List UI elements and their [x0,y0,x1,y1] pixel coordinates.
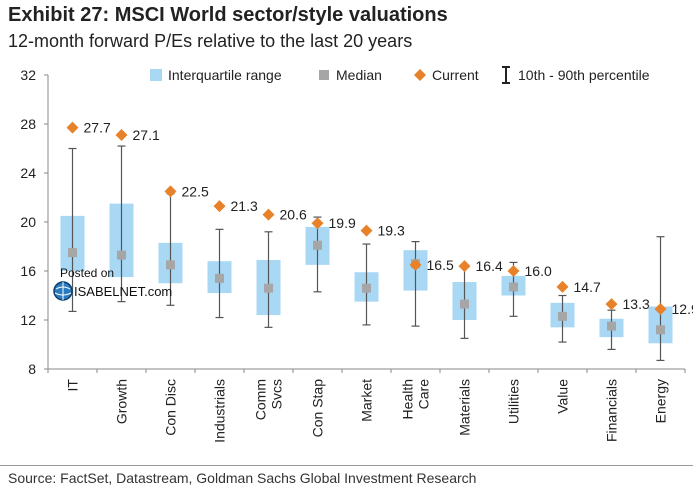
y-tick-label: 20 [20,214,36,230]
median-marker [313,240,322,250]
current-marker [556,280,569,293]
current-value-label: 20.6 [280,207,307,223]
current-marker [458,260,471,273]
current-value-label: 27.7 [84,120,111,136]
x-category-label-line: Svcs [269,379,285,409]
x-category-label-line: Growth [114,379,130,424]
legend-iqr-swatch [150,69,162,81]
x-category-label: Market [359,379,375,422]
current-value-label: 16.0 [525,263,552,279]
y-tick-label: 32 [20,67,36,83]
median-marker [362,283,371,293]
median-marker [509,282,518,292]
current-value-label: 19.3 [378,223,405,239]
x-category-label-line: Con Stap [310,379,326,438]
x-category-label: Energy [653,379,669,423]
median-marker [68,248,77,258]
median-marker [558,311,567,321]
legend-label: 10th - 90th percentile [518,67,650,83]
x-category-label-line: Care [416,379,432,410]
source-note: Source: FactSet, Datastream, Goldman Sac… [8,470,477,486]
x-category-label-line: Health [400,379,416,419]
legend-median-swatch [319,70,329,80]
current-value-label: 19.9 [329,215,356,231]
current-value-label: 14.7 [574,279,601,295]
x-category-label-line: Utilities [506,379,522,424]
current-value-label: 21.3 [231,198,258,214]
watermark-site: ISABELNET.com [74,284,173,299]
current-value-label: 13.3 [623,296,650,312]
y-tick-label: 12 [20,312,36,328]
median-marker [166,260,175,270]
x-category-label: IT [65,379,81,392]
median-marker [607,321,616,331]
x-category-label: Growth [114,379,130,424]
median-marker [264,283,273,293]
x-category-label-line: Market [359,379,375,422]
legend-label: Current [432,67,479,83]
x-category-label: Comm Svcs [253,379,285,420]
x-category-label: Materials [457,379,473,436]
x-category-label: Health Care [400,379,432,420]
current-value-label: 22.5 [182,183,209,199]
x-category-label: Con Disc [163,379,179,436]
current-marker [311,217,324,230]
footer-divider [0,465,693,466]
current-marker [115,129,128,142]
x-category-label-line: IT [65,379,81,392]
current-marker [262,208,275,221]
current-value-label: 16.5 [427,257,454,273]
legend-label: Interquartile range [168,67,282,83]
current-value-label: 12.9 [672,301,693,317]
x-category-label: Con Stap [310,379,326,438]
median-marker [656,325,665,335]
watermark: Posted on ISABELNET.com [52,266,192,306]
chart-title: Exhibit 27: MSCI World sector/style valu… [8,4,448,26]
chart-subtitle: 12-month forward P/Es relative to the la… [8,31,413,51]
x-category-label-line: Industrials [212,379,228,443]
current-marker [66,121,79,134]
current-value-label: 27.1 [133,127,160,143]
legend-current-swatch [414,69,426,81]
x-category-label: Utilities [506,379,522,424]
x-category-label: Financials [604,379,620,442]
current-marker [360,224,373,237]
y-tick-label: 24 [20,165,36,181]
watermark-posted-on: Posted on [60,266,115,280]
median-marker [117,250,126,260]
globe-icon [53,281,73,301]
current-marker [654,302,667,315]
y-tick-label: 8 [28,361,36,377]
chart-canvas: 8 12 16 20 24 28 32 27.7 IT 27.1 Growth 22.5 Con Dis… [20,66,693,443]
y-tick-label: 16 [20,263,36,279]
current-marker [605,298,618,311]
current-marker [213,200,226,213]
median-marker [460,299,469,309]
y-tick-label: 28 [20,116,36,132]
x-category-label-line: Con Disc [163,379,179,436]
x-category-label-line: Financials [604,379,620,442]
x-category-label: Value [555,379,571,414]
current-value-label: 16.4 [476,258,503,274]
legend-label: Median [336,67,382,83]
current-marker [164,185,177,198]
x-category-label: Industrials [212,379,228,443]
x-category-label-line: Value [555,379,571,414]
median-marker [215,273,224,283]
current-marker [409,258,422,271]
x-category-label-line: Energy [653,379,669,423]
x-category-label-line: Materials [457,379,473,436]
x-category-label-line: Comm [253,379,269,420]
current-marker [507,265,520,277]
